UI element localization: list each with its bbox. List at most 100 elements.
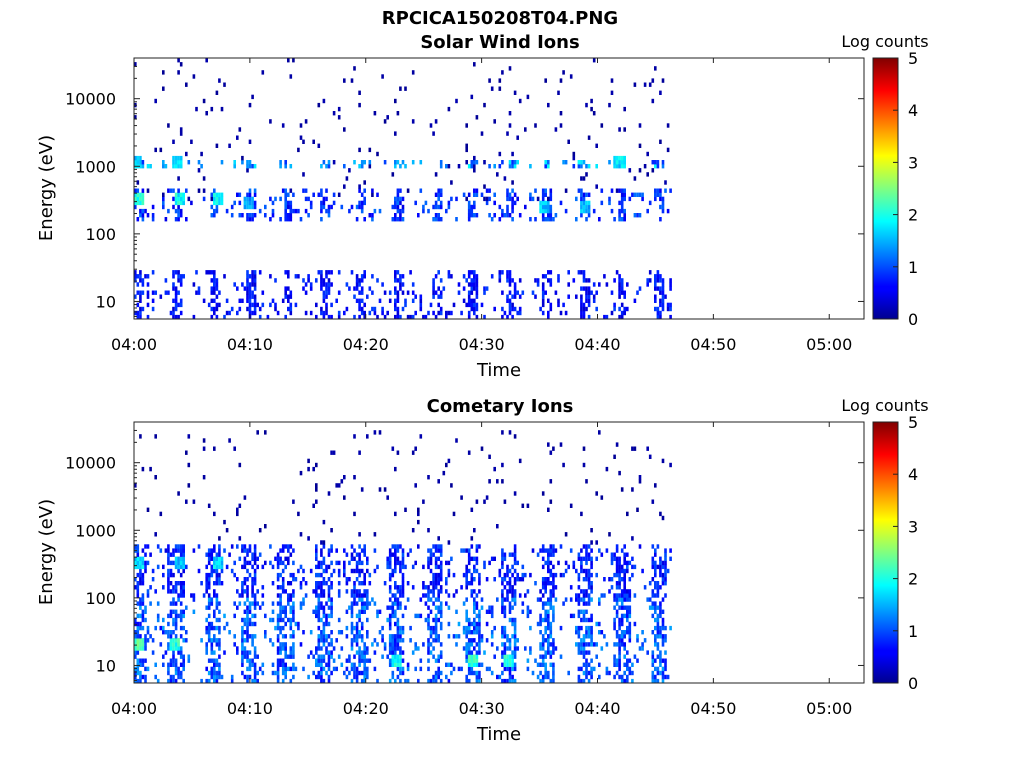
spectrogram-cell (544, 548, 547, 553)
spectrogram-cell (437, 310, 440, 316)
spectrogram-cell (251, 290, 254, 295)
spectrogram-cell (207, 678, 211, 684)
spectrogram-cell (363, 678, 366, 684)
spectrogram-cell (462, 572, 466, 578)
spectrogram-cell (139, 642, 142, 647)
spectrogram-cell (587, 601, 591, 606)
spectrogram-cell (149, 164, 152, 169)
spectrogram-cell (501, 208, 504, 214)
spectrogram-cell (399, 650, 402, 655)
spectrogram-cell (187, 483, 191, 488)
spectrogram-cell (633, 564, 637, 570)
spectrogram-cell (162, 86, 165, 91)
spectrogram-cell (174, 302, 178, 308)
spectrogram-cell (218, 638, 221, 643)
spectrogram-cell (557, 560, 560, 566)
spectrogram-cell (228, 630, 231, 635)
spectrogram-cell (274, 302, 277, 308)
spectrogram-cell (253, 274, 257, 279)
spectrogram-cell (661, 515, 665, 521)
spectrogram-cell (439, 204, 443, 210)
spectrogram-cell (287, 274, 290, 279)
spectrogram-cell (151, 568, 155, 574)
spectrogram-cell (317, 625, 321, 631)
spectrogram-cell (638, 544, 642, 549)
spectrogram-cell (174, 564, 178, 570)
spectrogram-cell (233, 634, 236, 639)
spectrogram-cell (623, 581, 626, 586)
spectrogram-cell (631, 487, 634, 492)
spectrogram-cell (399, 605, 402, 610)
spectrogram-cell (590, 540, 593, 545)
spectrogram-cell (363, 666, 366, 672)
spectrogram-cell (312, 670, 315, 676)
spectrogram-cell (210, 564, 214, 570)
spectrogram-cell (177, 556, 180, 561)
spectrogram-cell (541, 302, 545, 308)
spectrogram-cell (473, 621, 476, 627)
spectrogram-cell (437, 270, 440, 275)
spectrogram-cell (467, 213, 471, 218)
spectrogram-cell (271, 617, 275, 623)
spectrogram-cell (276, 650, 280, 655)
spectrogram-cell (564, 532, 568, 537)
spectrogram-cell (192, 609, 196, 614)
spectrogram-cell (620, 642, 624, 647)
spectrogram-cell (434, 290, 438, 295)
spectrogram-cell (445, 208, 448, 214)
spectrogram-cell (541, 564, 545, 570)
spectrogram-cell (292, 634, 295, 639)
spectrogram-cell (241, 160, 244, 165)
spectrogram-cell (251, 613, 254, 619)
spectrogram-cell (360, 192, 364, 197)
spectrogram-cell (360, 204, 364, 210)
spectrogram-cell (146, 282, 150, 287)
spectrogram-cell (506, 678, 509, 684)
spectrogram-cell (659, 90, 662, 95)
spectrogram-cell (429, 556, 433, 561)
spectrogram-cell (547, 208, 550, 214)
spectrogram-cell (136, 274, 140, 279)
spectrogram-cell (669, 282, 672, 287)
spectrogram-cell (613, 552, 616, 557)
x-tick-label: 04:10 (227, 335, 273, 354)
spectrogram-cell (327, 160, 331, 165)
spectrogram-cell (539, 204, 542, 210)
spectrogram-cell (141, 613, 145, 619)
spectrogram-cell (366, 646, 369, 651)
spectrogram-cell (302, 601, 305, 606)
spectrogram-cell (623, 670, 626, 676)
y-tick-label: 10000 (65, 454, 116, 473)
spectrogram-cell (427, 593, 430, 598)
spectrogram-cell (547, 564, 550, 570)
spectrogram-cell (269, 560, 272, 566)
spectrogram-cell (230, 544, 234, 549)
spectrogram-cell (348, 286, 351, 291)
spectrogram-cell (513, 654, 517, 659)
spectrogram-cell (151, 217, 155, 222)
spectrogram-cell (401, 560, 405, 566)
spectrogram-cell (256, 654, 259, 659)
spectrogram-cell (646, 151, 649, 157)
spectrogram-cell (394, 274, 397, 279)
spectrogram-cell (623, 544, 626, 549)
spectrogram-cell (447, 106, 451, 112)
spectrogram-cell (337, 572, 341, 578)
spectrogram-cell (501, 430, 504, 435)
spectrogram-cell (513, 662, 517, 667)
spectrogram-cell (141, 548, 145, 553)
spectrogram-cell (228, 438, 231, 443)
spectrogram-cell (569, 585, 573, 590)
spectrogram-cell (299, 564, 303, 570)
spectrogram-cell (437, 593, 440, 598)
spectrogram-cell (162, 204, 165, 210)
spectrogram-cell (218, 302, 221, 308)
spectrogram-cell (353, 674, 356, 680)
spectrogram-cell (251, 593, 254, 598)
spectrogram-cell (164, 164, 168, 169)
spectrogram-cell (618, 160, 621, 165)
spectrogram-cell (541, 204, 545, 210)
spectrogram-cell (506, 658, 509, 663)
colorbar-tick-label: 1 (908, 622, 918, 641)
spectrogram-cell (511, 196, 514, 202)
